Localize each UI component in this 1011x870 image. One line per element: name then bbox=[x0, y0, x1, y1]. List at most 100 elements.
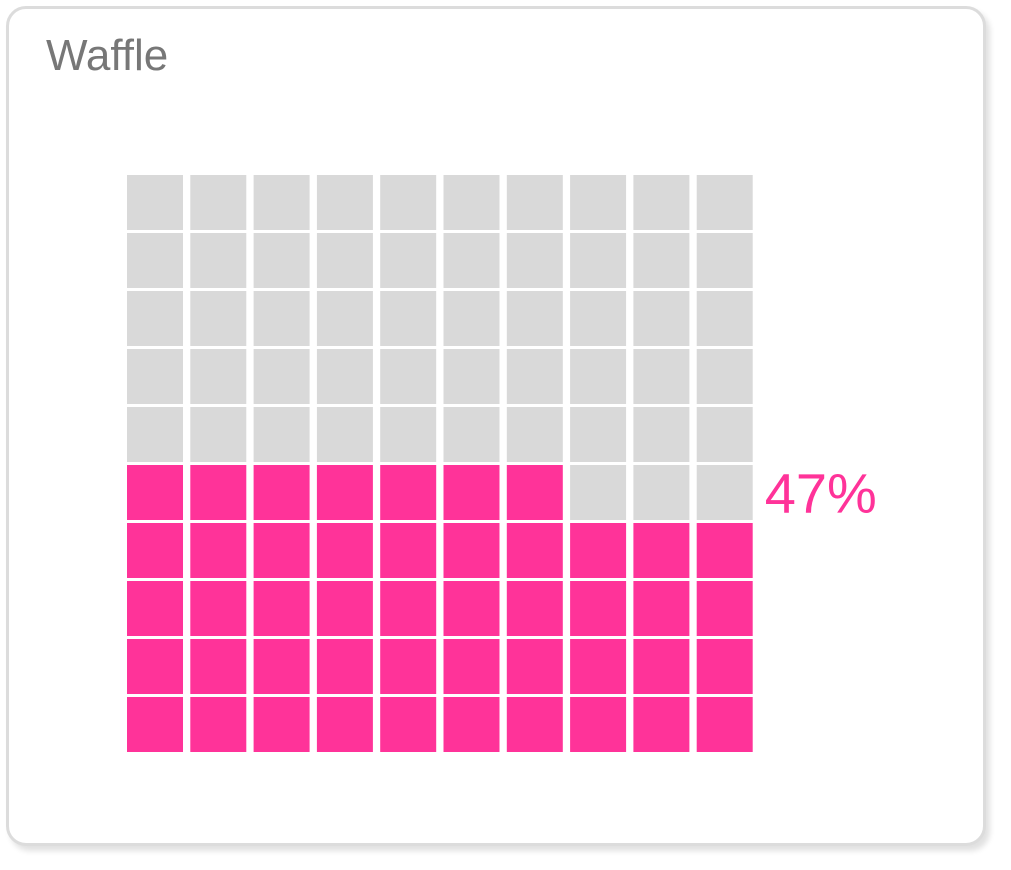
waffle-cell-empty bbox=[696, 233, 753, 288]
waffle-cell-filled bbox=[443, 697, 500, 752]
waffle-cell-filled bbox=[506, 639, 563, 694]
waffle-cell-filled bbox=[253, 697, 310, 752]
waffle-cell-filled bbox=[570, 697, 627, 752]
waffle-cell-empty bbox=[506, 175, 563, 230]
waffle-cell-empty bbox=[380, 407, 437, 462]
value-label: 47% bbox=[765, 462, 877, 525]
waffle-cell-empty bbox=[380, 349, 437, 404]
waffle-cell-filled bbox=[380, 581, 437, 636]
waffle-cell-filled bbox=[190, 639, 247, 694]
waffle-cell-filled bbox=[633, 697, 690, 752]
waffle-cell-empty bbox=[316, 233, 373, 288]
waffle-cell-filled bbox=[316, 697, 373, 752]
waffle-cell-empty bbox=[127, 291, 183, 346]
waffle-cell-empty bbox=[253, 233, 310, 288]
waffle-cell-empty bbox=[443, 407, 500, 462]
waffle-cell-filled bbox=[506, 697, 563, 752]
waffle-cell-empty bbox=[696, 349, 753, 404]
waffle-cell-filled bbox=[696, 581, 753, 636]
waffle-cell-empty bbox=[696, 291, 753, 346]
waffle-cell-empty bbox=[127, 233, 183, 288]
waffle-cell-filled bbox=[127, 639, 183, 694]
waffle-cell-filled bbox=[443, 465, 500, 520]
waffle-cell-empty bbox=[316, 175, 373, 230]
waffle-cell-filled bbox=[570, 639, 627, 694]
waffle-cell-empty bbox=[696, 465, 753, 520]
waffle-cell-filled bbox=[127, 523, 183, 578]
waffle-cell-filled bbox=[316, 581, 373, 636]
waffle-cell-filled bbox=[253, 581, 310, 636]
waffle-cell-empty bbox=[570, 349, 627, 404]
waffle-cell-empty bbox=[443, 349, 500, 404]
waffle-cell-empty bbox=[696, 407, 753, 462]
waffle-cell-filled bbox=[633, 639, 690, 694]
waffle-cell-filled bbox=[380, 523, 437, 578]
waffle-cell-empty bbox=[253, 349, 310, 404]
waffle-cell-filled bbox=[316, 465, 373, 520]
waffle-cell-filled bbox=[696, 639, 753, 694]
waffle-cell-filled bbox=[190, 581, 247, 636]
waffle-cell-filled bbox=[380, 697, 437, 752]
waffle-cell-filled bbox=[506, 523, 563, 578]
waffle-cell-empty bbox=[570, 175, 627, 230]
waffle-cell-empty bbox=[127, 407, 183, 462]
waffle-cell-empty bbox=[506, 407, 563, 462]
chart-title: Waffle bbox=[46, 31, 168, 80]
waffle-cell-filled bbox=[443, 639, 500, 694]
waffle-cell-filled bbox=[696, 523, 753, 578]
waffle-cell-filled bbox=[253, 523, 310, 578]
waffle-cell-empty bbox=[380, 175, 437, 230]
waffle-cell-empty bbox=[190, 407, 247, 462]
waffle-cell-filled bbox=[506, 465, 563, 520]
waffle-cell-filled bbox=[253, 465, 310, 520]
waffle-cell-filled bbox=[190, 697, 247, 752]
waffle-cell-filled bbox=[506, 581, 563, 636]
waffle-cell-empty bbox=[253, 407, 310, 462]
waffle-cell-empty bbox=[633, 465, 690, 520]
waffle-cell-empty bbox=[570, 407, 627, 462]
waffle-cell-filled bbox=[190, 465, 247, 520]
waffle-cell-filled bbox=[127, 697, 183, 752]
waffle-cell-filled bbox=[696, 697, 753, 752]
waffle-cell-empty bbox=[190, 233, 247, 288]
waffle-cell-filled bbox=[380, 465, 437, 520]
waffle-cell-filled bbox=[633, 523, 690, 578]
waffle-cell-empty bbox=[443, 291, 500, 346]
waffle-cell-empty bbox=[570, 233, 627, 288]
waffle-cell-empty bbox=[696, 175, 753, 230]
waffle-cell-filled bbox=[443, 581, 500, 636]
waffle-cell-filled bbox=[253, 639, 310, 694]
waffle-cell-filled bbox=[127, 465, 183, 520]
waffle-cell-empty bbox=[443, 233, 500, 288]
waffle-cell-filled bbox=[633, 581, 690, 636]
waffle-cell-empty bbox=[127, 175, 183, 230]
waffle-cell-empty bbox=[633, 175, 690, 230]
waffle-cell-filled bbox=[127, 581, 183, 636]
waffle-cell-empty bbox=[253, 291, 310, 346]
waffle-cell-empty bbox=[316, 349, 373, 404]
waffle-cell-empty bbox=[633, 233, 690, 288]
waffle-cell-empty bbox=[190, 349, 247, 404]
waffle-cell-empty bbox=[443, 175, 500, 230]
waffle-cell-filled bbox=[570, 523, 627, 578]
waffle-cell-empty bbox=[380, 291, 437, 346]
waffle-cell-filled bbox=[316, 639, 373, 694]
waffle-cell-empty bbox=[633, 349, 690, 404]
waffle-cell-filled bbox=[443, 523, 500, 578]
waffle-cell-empty bbox=[190, 291, 247, 346]
waffle-cell-empty bbox=[570, 291, 627, 346]
waffle-cell-empty bbox=[570, 465, 627, 520]
waffle-cell-filled bbox=[380, 639, 437, 694]
waffle-cell-empty bbox=[633, 291, 690, 346]
waffle-cell-empty bbox=[190, 175, 247, 230]
waffle-cell-filled bbox=[190, 523, 247, 578]
waffle-cell-empty bbox=[633, 407, 690, 462]
waffle-cell-empty bbox=[316, 291, 373, 346]
waffle-cell-empty bbox=[316, 407, 373, 462]
waffle-cell-empty bbox=[506, 233, 563, 288]
waffle-cell-filled bbox=[570, 581, 627, 636]
waffle-cell-filled bbox=[316, 523, 373, 578]
waffle-cell-empty bbox=[506, 349, 563, 404]
